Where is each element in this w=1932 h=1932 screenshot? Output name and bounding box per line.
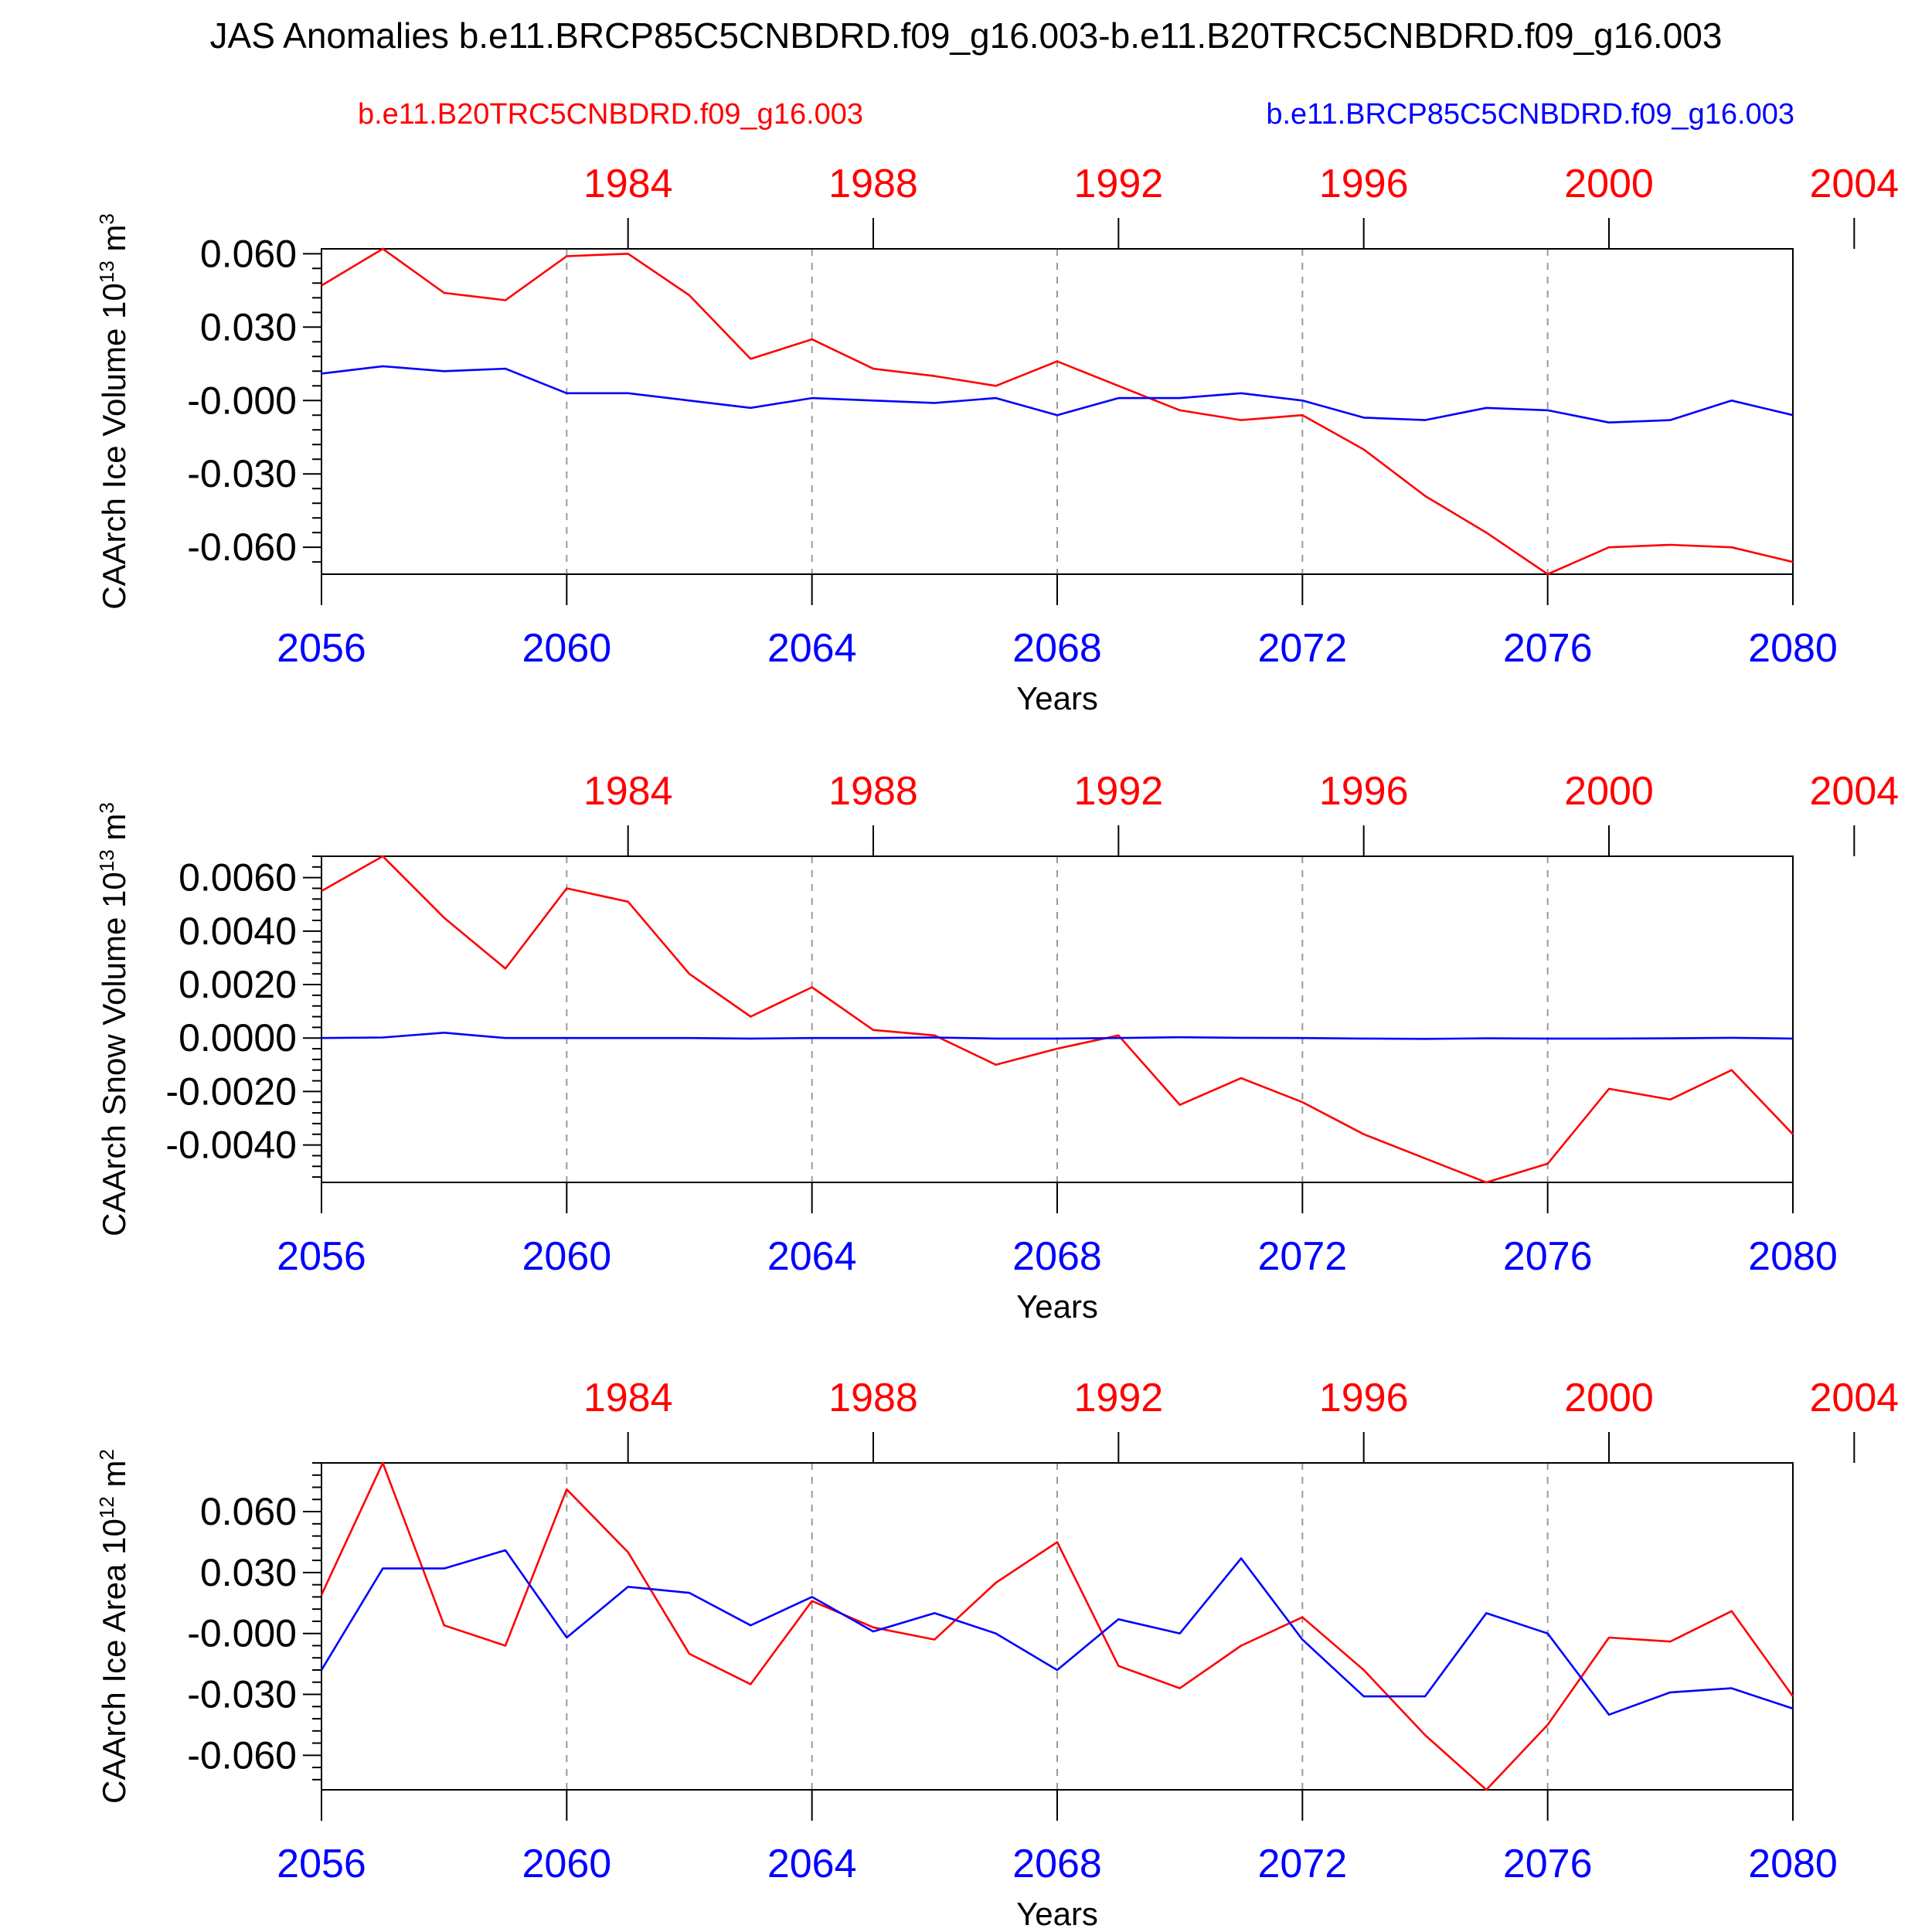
x-top-tick-label: 1996 [1319, 1376, 1409, 1420]
y-tick-label: -0.030 [187, 452, 297, 495]
panel-snow-volume: 0.0060 0.0040 0.0020 0.0000 -0.0020 -0.0040 20… [95, 769, 1899, 1325]
y-axis-title: CAArch Ice Volume 1013 m3 [95, 213, 132, 610]
x-axis-title: Years [1016, 1288, 1098, 1325]
x-bottom-tick-label: 2060 [522, 1842, 611, 1886]
y-tick-label: -0.0020 [165, 1070, 297, 1113]
series-line-future [320, 1549, 1794, 1716]
x-top-tick-label: 1996 [1319, 162, 1409, 206]
x-bottom-tick-label: 2076 [1503, 626, 1593, 671]
y-tick-label: 0.0040 [179, 910, 297, 953]
y-tick-label: -0.060 [187, 1733, 297, 1777]
x-top-tick-label: 1984 [583, 769, 673, 814]
x-top-tick-label: 1992 [1073, 162, 1163, 206]
y-tick-label: 0.030 [200, 305, 297, 349]
panel-ice-volume: 0.060 0.030 -0.000 -0.030 -0.060 2056 2060 2064… [95, 162, 1899, 716]
x-axis-title: Years [1016, 1896, 1098, 1932]
x-bottom-tick-label: 2056 [277, 1842, 366, 1886]
x-top-tick-label: 1992 [1073, 769, 1163, 814]
y-axis-title: CAArch Ice Area 1012 m2 [95, 1449, 132, 1804]
x-bottom-tick-label: 2068 [1012, 1234, 1102, 1279]
series-line-historical [320, 1461, 1794, 1791]
y-axis-title: CAArch Snow Volume 1013 m3 [95, 802, 132, 1236]
x-bottom-tick-label: 2072 [1257, 626, 1347, 671]
legend-label-historical: b.e11.B20TRC5CNBDRD.f09_g16.003 [358, 98, 863, 131]
y-tick-label: -0.000 [187, 1612, 297, 1655]
x-top-tick-label: 1996 [1319, 769, 1409, 814]
x-top-tick-label: 2004 [1809, 162, 1899, 206]
x-bottom-tick-label: 2060 [522, 1234, 611, 1279]
figure-title: JAS Anomalies b.e11.BRCP85C5CNBDRD.f09_g… [210, 15, 1723, 56]
series-line-historical [321, 247, 1794, 576]
x-top-tick-label: 2004 [1809, 1376, 1899, 1420]
y-tick-label: 0.060 [200, 1490, 297, 1533]
x-bottom-tick-label: 2056 [277, 626, 366, 671]
x-top-tick-label: 1984 [583, 162, 673, 206]
x-bottom-tick-label: 2056 [277, 1234, 366, 1279]
y-tick-label: 0.030 [200, 1551, 297, 1594]
x-top-tick-label: 1988 [828, 1376, 918, 1420]
x-top-tick-label: 2004 [1809, 769, 1899, 814]
plot-frame [321, 248, 1794, 575]
x-bottom-tick-label: 2068 [1012, 626, 1102, 671]
series-line-future [321, 365, 1794, 424]
legend-label-future: b.e11.BRCP85C5CNBDRD.f09_g16.003 [1266, 98, 1794, 131]
panel-ice-area: 0.060 0.030 -0.000 -0.030 -0.060 2056 2060 2064… [95, 1376, 1899, 1932]
x-bottom-tick-label: 2064 [767, 626, 857, 671]
x-top-tick-label: 2000 [1564, 769, 1654, 814]
x-bottom-tick-label: 2080 [1748, 626, 1838, 671]
x-axis-title: Years [1016, 680, 1098, 716]
x-bottom-tick-label: 2060 [522, 626, 611, 671]
x-bottom-tick-label: 2076 [1503, 1234, 1593, 1279]
x-bottom-tick-label: 2064 [767, 1234, 857, 1279]
x-bottom-tick-label: 2080 [1748, 1842, 1838, 1886]
x-top-tick-label: 1988 [828, 162, 918, 206]
y-tick-label: -0.030 [187, 1673, 297, 1716]
x-top-tick-label: 1988 [828, 769, 918, 814]
x-bottom-tick-label: 2064 [767, 1842, 857, 1886]
y-tick-label: -0.0040 [165, 1124, 297, 1167]
y-tick-label: -0.000 [187, 379, 297, 422]
x-top-tick-label: 1992 [1073, 1376, 1163, 1420]
y-tick-label: 0.0020 [179, 963, 297, 1006]
x-bottom-tick-label: 2076 [1503, 1842, 1593, 1886]
x-top-tick-label: 2000 [1564, 1376, 1654, 1420]
x-bottom-tick-label: 2080 [1748, 1234, 1838, 1279]
x-bottom-tick-label: 2068 [1012, 1842, 1102, 1886]
x-top-tick-label: 1984 [583, 1376, 673, 1420]
series-line-historical [321, 855, 1794, 1184]
plot-frame [321, 1462, 1794, 1791]
y-tick-label: -0.060 [187, 526, 297, 569]
y-tick-label: 0.060 [200, 232, 297, 275]
series-line-future [321, 1032, 1794, 1040]
y-tick-label: 0.0060 [179, 856, 297, 900]
x-top-tick-label: 2000 [1564, 162, 1654, 206]
x-bottom-tick-label: 2072 [1257, 1234, 1347, 1279]
x-bottom-tick-label: 2072 [1257, 1842, 1347, 1886]
y-tick-label: 0.0000 [179, 1016, 297, 1060]
